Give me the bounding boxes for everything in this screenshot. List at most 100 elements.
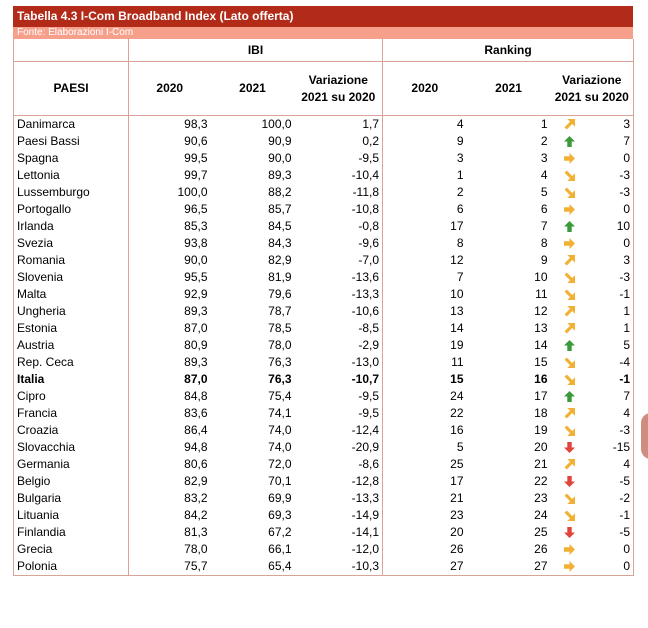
- ibi-variation-cell: -9,5: [358, 389, 380, 403]
- arrow-diagonal-down-icon: [564, 425, 575, 436]
- rank-2021-cell: 19: [534, 423, 548, 437]
- rank-variation-cell: -2: [550, 490, 635, 507]
- country-cell: Finlandia: [13, 524, 129, 541]
- arrow-diagonal-down-icon: [564, 510, 575, 521]
- rank-2021-cell: 3: [540, 151, 548, 165]
- ibi-2020-cell: 80,6: [128, 456, 211, 473]
- ibi-2020-cell: 87,0: [128, 371, 211, 388]
- arrow-diagonal-up-icon: [564, 459, 575, 470]
- rank-variation-value: 5: [623, 338, 631, 352]
- rank-2021-cell: 11: [535, 287, 548, 301]
- rank-2020-cell: 12: [382, 252, 467, 269]
- table-container: Tabella 4.3 I-Com Broadband Index (Lato …: [13, 6, 635, 576]
- table-row: Austria 80,9 78,0 -2,9 19 14 5: [13, 337, 635, 354]
- ibi-2020-cell: 94,8: [128, 439, 211, 456]
- rank-2021-cell: 1: [540, 117, 548, 131]
- ibi-group-header: IBI: [127, 39, 383, 62]
- rank-variation-value: 0: [623, 236, 631, 250]
- rank-2020-cell: 7: [382, 269, 467, 286]
- ibi-2021-cell: 69,3: [268, 508, 292, 522]
- table-row: Lituania 84,2 69,3 -14,9 23 24 -1: [13, 507, 635, 524]
- rank-variation-cell: -4: [550, 354, 635, 371]
- ibi-2021-cell: 78,5: [268, 321, 292, 335]
- country-cell: Ungheria: [13, 303, 129, 320]
- country-cell: Polonia: [13, 558, 129, 576]
- ibi-2020-cell: 83,6: [128, 405, 211, 422]
- ibi-2021-cell: 76,3: [268, 372, 292, 386]
- rank-variation-cell: 10: [550, 218, 635, 235]
- rank-2020-cell: 20: [382, 524, 467, 541]
- ibi-2020-cell: 80,9: [128, 337, 211, 354]
- ibi-2020-cell: 100,0: [128, 184, 211, 201]
- table-row: Polonia 75,7 65,4 -10,3 27 27 0: [13, 558, 635, 576]
- ibi-2021-cell: 74,0: [268, 423, 292, 437]
- ibi-2021-cell: 88,2: [268, 185, 292, 199]
- rank-2020-cell: 9: [382, 133, 467, 150]
- ibi-2020-cell: 99,5: [128, 150, 211, 167]
- header-paesi: PAESI: [13, 61, 129, 116]
- rank-2020-cell: 24: [382, 388, 467, 405]
- header-rank-variazione: Variazione 2021 su 2020: [550, 61, 635, 116]
- rank-2020-cell: 16: [382, 422, 467, 439]
- rank-variation-value: -15: [612, 440, 631, 454]
- ibi-variation-cell: -13,0: [351, 355, 380, 369]
- rank-2021-cell: 17: [534, 389, 548, 403]
- table-row: Bulgaria 83,2 69,9 -13,3 21 23 -2: [13, 490, 635, 507]
- rank-variation-cell: 1: [550, 303, 635, 320]
- rank-2021-cell: 5: [540, 185, 548, 199]
- rank-2020-cell: 13: [382, 303, 467, 320]
- ibi-2021-cell: 78,0: [268, 338, 292, 352]
- ibi-2021-cell: 67,2: [268, 525, 292, 539]
- ibi-variation-cell: -13,6: [351, 270, 380, 284]
- ibi-variation-cell: -7,0: [358, 253, 380, 267]
- rank-2020-cell: 6: [382, 201, 467, 218]
- rank-2020-cell: 10: [382, 286, 467, 303]
- rank-variation-cell: 5: [550, 337, 635, 354]
- rank-variation-value: 0: [623, 151, 631, 165]
- rank-variation-cell: -3: [550, 167, 635, 184]
- table-row: Svezia 93,8 84,3 -9,6 8 8 0: [13, 235, 635, 252]
- country-cell: Irlanda: [13, 218, 129, 235]
- rank-2021-cell: 24: [534, 508, 548, 522]
- side-scroll-tab[interactable]: [641, 413, 648, 459]
- ibi-2020-cell: 93,8: [128, 235, 211, 252]
- rank-2021-cell: 22: [534, 474, 548, 488]
- table-title: Tabella 4.3 I-Com Broadband Index (Lato …: [13, 6, 633, 27]
- ibi-2020-cell: 99,7: [128, 167, 211, 184]
- ibi-2020-cell: 83,2: [128, 490, 211, 507]
- country-cell: Spagna: [13, 150, 129, 167]
- ibi-2020-cell: 86,4: [128, 422, 211, 439]
- arrow-down-icon: [563, 476, 575, 487]
- ibi-2021-cell: 74,1: [268, 406, 292, 420]
- ibi-2020-cell: 78,0: [128, 541, 211, 558]
- rank-variation-cell: -1: [550, 507, 635, 524]
- ibi-variation-cell: -10,7: [351, 372, 380, 386]
- rank-variation-value: -1: [619, 372, 631, 386]
- rank-2020-cell: 25: [382, 456, 467, 473]
- rank-variation-cell: 0: [550, 150, 635, 167]
- rank-variation-cell: -5: [550, 524, 635, 541]
- rank-variation-cell: -15: [550, 439, 635, 456]
- rank-variation-value: -3: [619, 185, 631, 199]
- rank-variation-value: 3: [623, 253, 631, 267]
- arrow-diagonal-down-icon: [564, 170, 575, 181]
- arrow-right-icon: [563, 561, 575, 572]
- country-cell: Belgio: [13, 473, 129, 490]
- country-cell: Paesi Bassi: [13, 133, 129, 150]
- country-cell: Romania: [13, 252, 129, 269]
- table-body: Danimarca 98,3 100,0 1,7 4 1 3 Paesi Bassi 90,6 9…: [13, 115, 635, 576]
- ibi-2021-cell: 90,0: [268, 151, 292, 165]
- rank-variation-cell: 3: [550, 252, 635, 269]
- ibi-variation-cell: -12,4: [351, 423, 380, 437]
- rank-2021-cell: 4: [540, 168, 548, 182]
- arrow-right-icon: [563, 204, 575, 215]
- ibi-variation-cell: 0,2: [362, 134, 380, 148]
- arrow-diagonal-down-icon: [564, 493, 575, 504]
- ibi-variation-cell: -14,1: [351, 525, 380, 539]
- rank-2021-cell: 7: [540, 219, 548, 233]
- ibi-2021-cell: 100,0: [261, 117, 292, 131]
- ibi-variation-cell: -12,8: [351, 474, 380, 488]
- rank-variation-value: -3: [619, 270, 631, 284]
- header-rank-var-line1: Variazione: [562, 72, 622, 87]
- rank-variation-cell: 0: [550, 541, 635, 558]
